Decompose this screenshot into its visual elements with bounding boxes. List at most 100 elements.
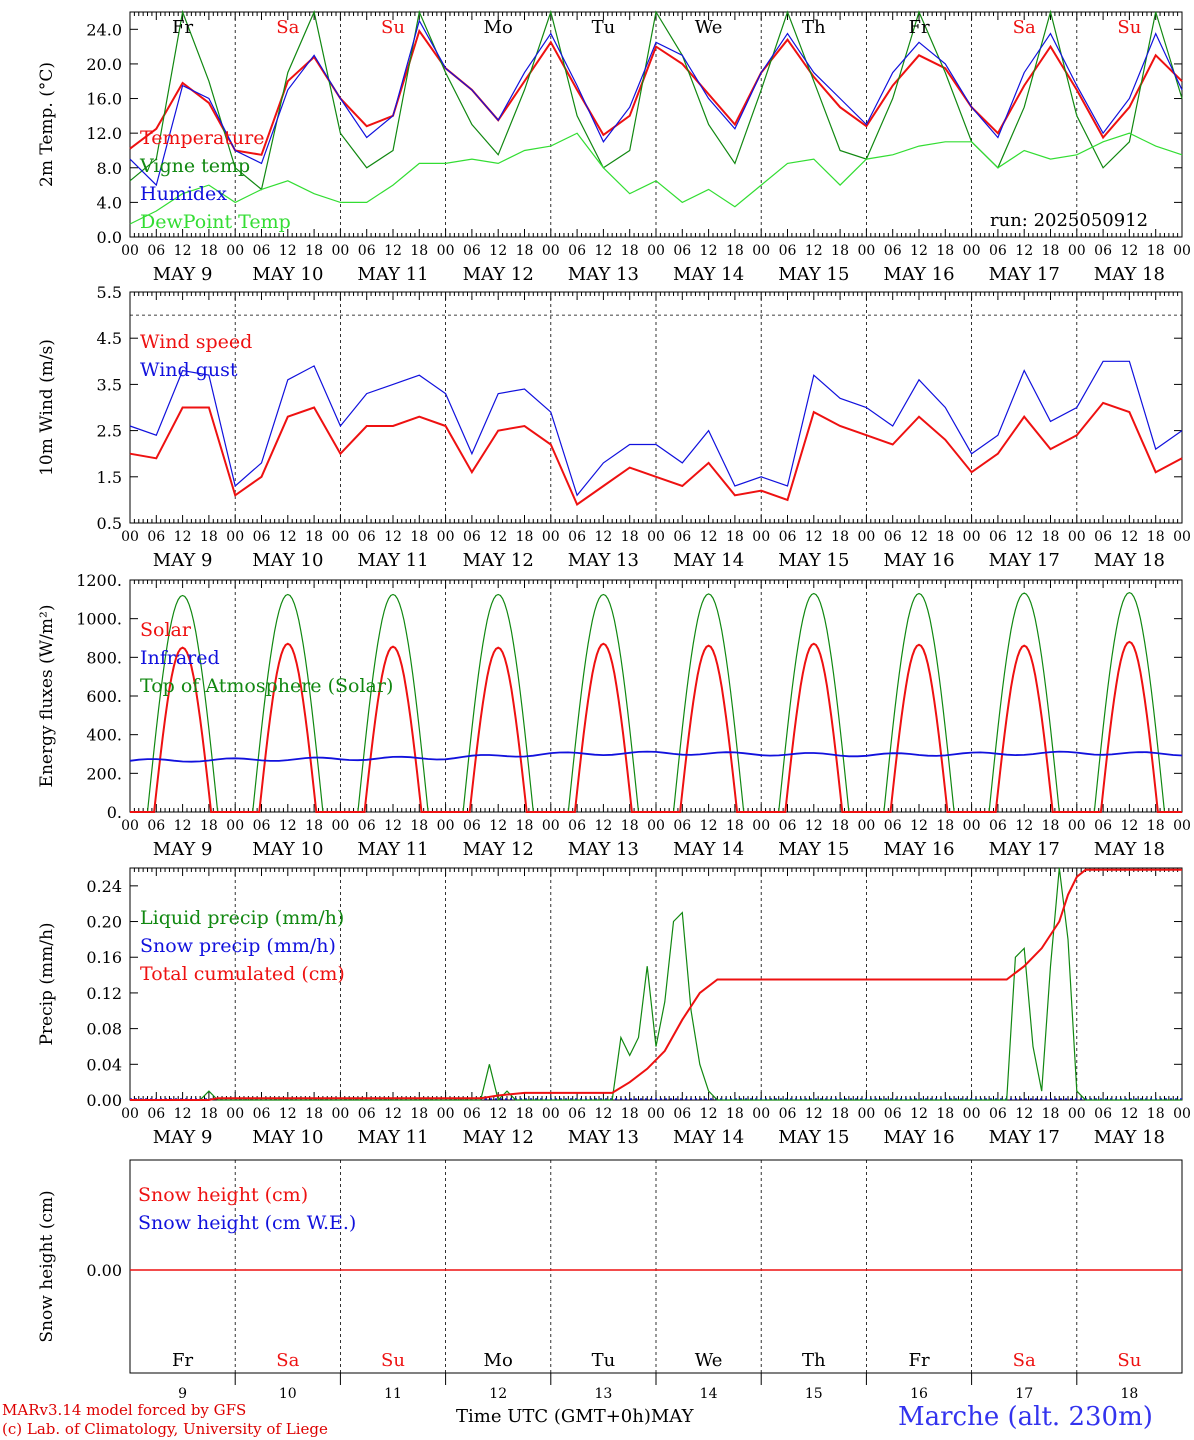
weekday-label: Sa xyxy=(1013,1350,1036,1371)
hour-tick-label: 00 xyxy=(437,529,455,545)
hour-tick-label: 00 xyxy=(963,1106,981,1122)
hour-tick-label: 00 xyxy=(226,529,244,545)
day-number-label: 14 xyxy=(700,1386,718,1402)
hour-tick-label: 00 xyxy=(542,1106,560,1122)
y-tick-label: 16.0 xyxy=(86,90,122,109)
hour-tick-label: 18 xyxy=(305,818,323,834)
y-tick-label: 0.20 xyxy=(86,913,122,932)
hour-tick-label: 06 xyxy=(989,818,1007,834)
hour-tick-label: 00 xyxy=(1068,1106,1086,1122)
y-tick-label: 0.24 xyxy=(86,877,122,896)
hour-tick-label: 18 xyxy=(200,1106,218,1122)
wind-series-1 xyxy=(129,360,1183,497)
weekday-label: Tu xyxy=(592,17,616,38)
day-number-label: 11 xyxy=(384,1386,402,1402)
temp-series-2 xyxy=(129,19,1183,187)
hour-tick-label: 00 xyxy=(857,529,875,545)
hour-tick-label: 18 xyxy=(726,1106,744,1122)
hour-tick-label: 12 xyxy=(279,529,297,545)
hour-tick-label: 18 xyxy=(1042,243,1060,259)
hour-tick-label: 18 xyxy=(621,243,639,259)
weekday-label: Fr xyxy=(908,17,929,38)
date-label: MAY 17 xyxy=(989,550,1060,571)
hour-tick-label: 06 xyxy=(884,529,902,545)
hour-tick-label: 18 xyxy=(831,818,849,834)
hour-tick-label: 06 xyxy=(568,529,586,545)
date-label: MAY 17 xyxy=(989,1127,1060,1148)
hour-tick-label: 06 xyxy=(673,243,691,259)
hour-tick-label: 18 xyxy=(936,1106,954,1122)
hour-tick-label: 12 xyxy=(1120,529,1138,545)
hour-tick-label: 18 xyxy=(726,529,744,545)
y-tick-label: 0.04 xyxy=(86,1055,122,1074)
hour-tick-label: 06 xyxy=(147,529,165,545)
date-label: MAY 15 xyxy=(778,550,849,571)
hour-tick-label: 12 xyxy=(594,818,612,834)
hour-tick-label: 12 xyxy=(384,818,402,834)
date-label: MAY 14 xyxy=(673,839,744,860)
hour-tick-label: 12 xyxy=(1120,1106,1138,1122)
day-number-label: 10 xyxy=(279,1386,297,1402)
hour-tick-label: 18 xyxy=(305,243,323,259)
date-label: MAY 18 xyxy=(1094,839,1165,860)
legend-entry: Humidex xyxy=(140,183,227,205)
solar-series xyxy=(130,640,1182,813)
panel-3-ylabel: Precip (mm/h) xyxy=(37,922,57,1045)
temp-series-1 xyxy=(129,9,1183,191)
y-tick-label: 8.0 xyxy=(97,159,122,178)
weekday-label: Mo xyxy=(484,1350,513,1371)
legend-entry: Snow precip (mm/h) xyxy=(140,935,336,957)
panel-4-ylabel: Snow height (cm) xyxy=(37,1190,57,1342)
date-label: MAY 10 xyxy=(252,550,323,571)
hour-tick-label: 12 xyxy=(594,529,612,545)
hour-tick-label: 00 xyxy=(226,1106,244,1122)
hour-tick-label: 12 xyxy=(384,243,402,259)
hour-tick-label: 12 xyxy=(489,818,507,834)
hour-tick-label: 12 xyxy=(700,529,718,545)
hour-tick-label: 18 xyxy=(831,529,849,545)
hour-tick-label: 12 xyxy=(489,243,507,259)
hour-tick-label: 06 xyxy=(673,818,691,834)
hour-tick-label: 06 xyxy=(463,818,481,834)
day-number-label: 12 xyxy=(489,1386,507,1402)
hour-tick-label: 06 xyxy=(358,818,376,834)
date-label: MAY 13 xyxy=(568,839,639,860)
y-tick-label: 20.0 xyxy=(86,55,122,74)
xaxis-label: Time UTC (GMT+0h)MAY xyxy=(456,1406,693,1427)
hour-tick-label: 06 xyxy=(1094,818,1112,834)
hour-tick-label: 06 xyxy=(989,243,1007,259)
hour-tick-label: 12 xyxy=(1015,818,1033,834)
hour-tick-label: 12 xyxy=(1120,818,1138,834)
date-label: MAY 10 xyxy=(252,839,323,860)
hour-tick-label: 18 xyxy=(1147,243,1165,259)
date-label: MAY 12 xyxy=(463,1127,534,1148)
date-label: MAY 16 xyxy=(883,264,954,285)
hour-tick-label: 12 xyxy=(805,243,823,259)
weekday-label: Su xyxy=(1117,1350,1141,1371)
legend-entry: Snow height (cm) xyxy=(138,1184,308,1206)
hour-tick-label: 00 xyxy=(437,818,455,834)
date-label: MAY 14 xyxy=(673,264,744,285)
hour-tick-label: 18 xyxy=(410,243,428,259)
hour-tick-label: 12 xyxy=(910,243,928,259)
hour-tick-label: 12 xyxy=(1120,243,1138,259)
weekday-label: Th xyxy=(802,1350,826,1371)
hour-tick-label: 00 xyxy=(963,243,981,259)
date-label: MAY 15 xyxy=(778,1127,849,1148)
date-label: MAY 13 xyxy=(568,550,639,571)
hour-tick-label: 06 xyxy=(884,818,902,834)
legend-entry: DewPoint Temp xyxy=(140,211,291,233)
weekday-label: Fr xyxy=(172,1350,193,1371)
hour-tick-label: 06 xyxy=(1094,1106,1112,1122)
weekday-label: Fr xyxy=(908,1350,929,1371)
hour-tick-label: 00 xyxy=(437,1106,455,1122)
hour-tick-label: 18 xyxy=(410,1106,428,1122)
weekday-label: Fr xyxy=(172,17,193,38)
hour-tick-label: 00 xyxy=(752,243,770,259)
date-label: MAY 12 xyxy=(463,264,534,285)
hour-tick-label: 18 xyxy=(1147,529,1165,545)
hour-tick-label: 00 xyxy=(647,818,665,834)
hour-tick-label: 12 xyxy=(1015,1106,1033,1122)
hour-tick-label: 00 xyxy=(752,529,770,545)
